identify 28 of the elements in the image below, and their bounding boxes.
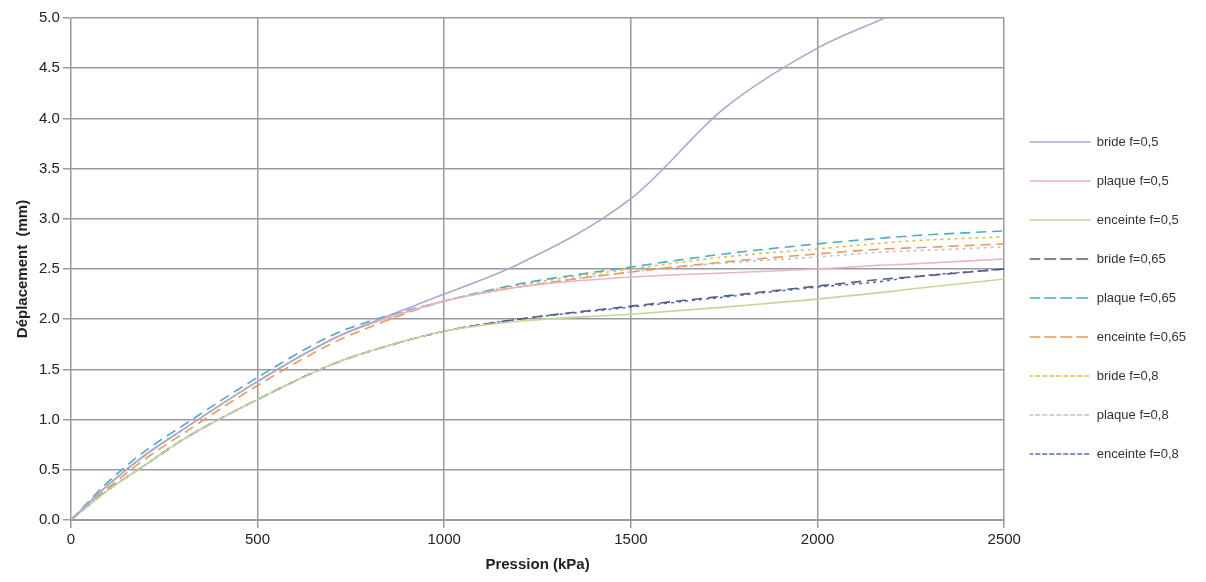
legend-label: bride f=0,5 <box>1096 133 1159 149</box>
x-tick-label: 0 <box>66 530 76 548</box>
y-tick-label: 3.5 <box>38 158 60 176</box>
legend-label: bride f=0,8 <box>1096 367 1159 383</box>
y-tick-label: 3.0 <box>38 208 60 226</box>
y-tick-label: 2.5 <box>38 259 60 277</box>
y-tick-label: 1.5 <box>38 359 60 377</box>
legend-label: plaque f=0,8 <box>1096 406 1169 422</box>
legend-label: enceinte f=0,8 <box>1096 445 1179 461</box>
y-tick-label: 0.0 <box>38 510 60 528</box>
legend-label: plaque f=0,5 <box>1096 172 1169 188</box>
y-axis-title: Déplacement (mm) <box>13 199 31 339</box>
x-tick-label: 500 <box>245 530 271 548</box>
legend-label: bride f=0,65 <box>1096 250 1166 266</box>
legend-label: plaque f=0,65 <box>1096 289 1176 305</box>
y-tick-label: 2.0 <box>38 309 60 327</box>
x-tick-label: 1000 <box>427 530 461 548</box>
y-tick-label: 1.0 <box>38 409 60 427</box>
x-axis-title: Pression (kPa) <box>485 555 590 573</box>
y-tick-label: 0.5 <box>38 459 60 477</box>
x-tick-label: 2500 <box>987 530 1021 548</box>
x-tick-label: 2000 <box>800 530 835 548</box>
y-tick-label: 5.0 <box>38 8 60 26</box>
legend-label: enceinte f=0,65 <box>1096 328 1187 344</box>
y-tick-label: 4.0 <box>38 108 60 126</box>
x-tick-label: 1500 <box>614 530 648 548</box>
legend-label: enceinte f=0,5 <box>1096 211 1179 227</box>
y-tick-label: 4.5 <box>38 58 60 76</box>
